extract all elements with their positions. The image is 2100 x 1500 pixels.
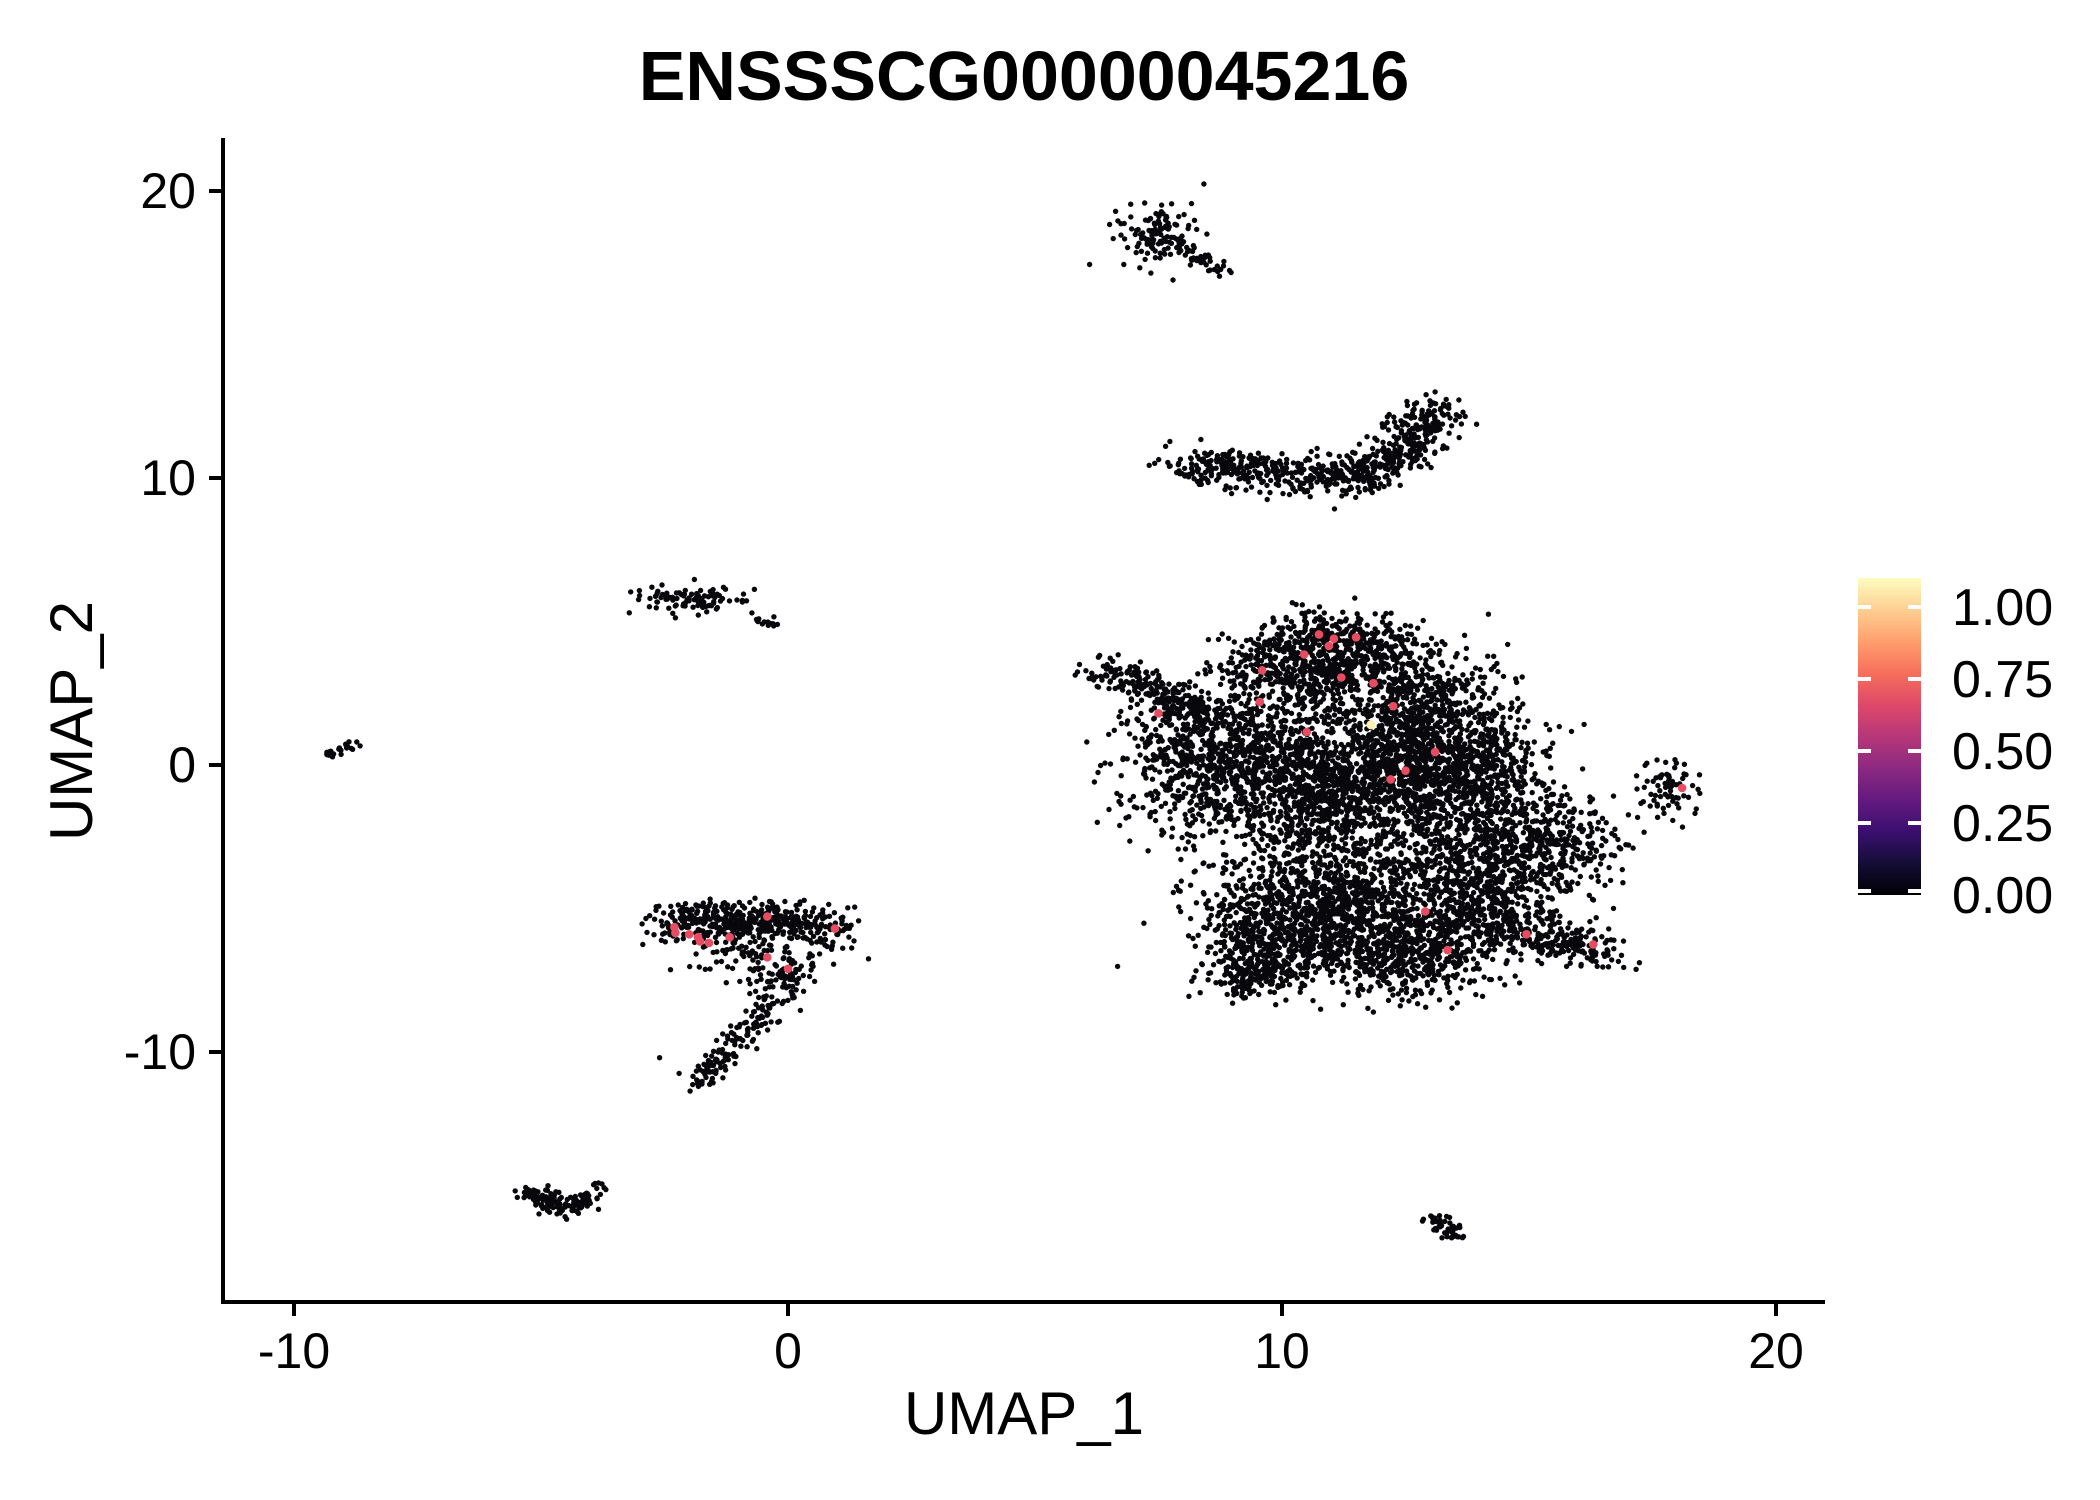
y-tick-label: 20 <box>140 163 196 219</box>
scatter-points <box>324 181 1703 1241</box>
x-tick-label: 10 <box>1254 1323 1310 1379</box>
y-axis-title: UMAP_2 <box>38 601 105 841</box>
x-axis-tick-labels: -10 0 10 20 <box>258 1323 1804 1379</box>
scatter-points-zero-expression <box>324 181 1703 1241</box>
legend-tick-label: 0.25 <box>1952 795 2053 853</box>
x-axis-tick-marks <box>292 1302 1778 1316</box>
x-axis-title: UMAP_1 <box>904 1380 1144 1447</box>
colorbar-gradient <box>1858 578 1921 895</box>
y-axis-tick-marks <box>209 189 223 1054</box>
x-tick-label: -10 <box>258 1323 330 1379</box>
plot-title: ENSSSCG00000045216 <box>639 37 1410 115</box>
y-tick-label: -10 <box>124 1024 196 1080</box>
scatter-points-high-expression <box>670 630 1687 974</box>
x-tick-label: 0 <box>774 1323 802 1379</box>
y-axis-tick-labels: 20 10 0 -10 <box>124 163 196 1080</box>
colorbar-tick-marks <box>1858 605 1921 893</box>
legend-tick-label: 0.00 <box>1952 867 2053 925</box>
scatter-point-max-expression <box>1366 720 1376 730</box>
y-tick-label: 0 <box>168 737 196 793</box>
y-tick-label: 10 <box>140 450 196 506</box>
legend-colorbar: 1.00 0.75 0.50 0.25 0.00 <box>1858 578 2053 925</box>
x-tick-label: 20 <box>1748 1323 1804 1379</box>
colorbar-tick-labels: 1.00 0.75 0.50 0.25 0.00 <box>1952 579 2053 925</box>
legend-tick-label: 0.50 <box>1952 723 2053 781</box>
legend-tick-label: 0.75 <box>1952 651 2053 709</box>
legend-tick-label: 1.00 <box>1952 579 2053 637</box>
